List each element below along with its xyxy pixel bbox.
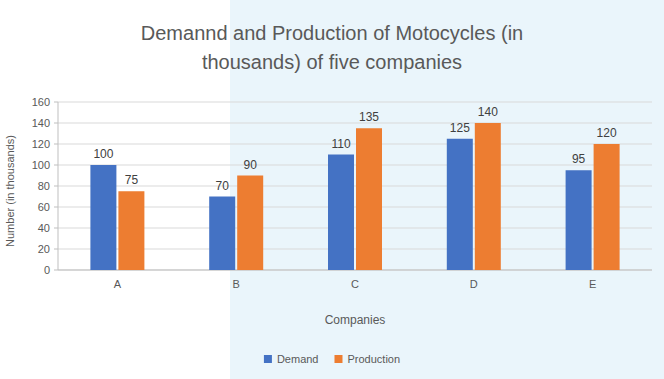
y-tick xyxy=(54,186,58,187)
x-tick-label: C xyxy=(351,278,359,290)
x-tick-label: A xyxy=(114,278,122,290)
x-axis xyxy=(58,270,652,271)
background xyxy=(0,0,664,379)
data-label: 75 xyxy=(125,173,139,187)
title-line: Demannd and Production of Motocycles (in xyxy=(141,22,523,44)
y-tick-label: 100 xyxy=(32,159,50,171)
grid-line xyxy=(58,270,652,271)
bar xyxy=(475,123,501,270)
y-tick xyxy=(54,249,58,250)
bar xyxy=(447,139,473,270)
data-label: 120 xyxy=(597,126,617,140)
bar xyxy=(356,128,382,270)
legend-swatch xyxy=(334,355,342,363)
y-tick-label: 60 xyxy=(38,201,50,213)
grid-line xyxy=(58,123,652,124)
bar xyxy=(209,197,235,271)
bar xyxy=(237,176,263,271)
bars xyxy=(90,123,619,270)
title: Demannd and Production of Motocycles (in… xyxy=(141,22,523,73)
data-label: 70 xyxy=(216,179,230,193)
y-tick xyxy=(54,207,58,208)
y-tick xyxy=(54,144,58,145)
y-axis xyxy=(58,102,59,270)
data-label: 135 xyxy=(359,110,379,124)
y-tick-label: 40 xyxy=(38,222,50,234)
grid-line xyxy=(58,228,652,229)
data-label: 90 xyxy=(244,158,258,172)
y-tick xyxy=(54,228,58,229)
legend-label: Demand xyxy=(277,353,319,365)
y-tick xyxy=(54,270,58,271)
data-label: 110 xyxy=(331,137,350,151)
grid-line xyxy=(58,165,652,166)
y-tick-label: 140 xyxy=(32,117,50,129)
y-tick-label: 20 xyxy=(38,243,50,255)
data-labels: 100 70 110 125 95 75 90 135 140 120 xyxy=(93,105,617,193)
data-label: 140 xyxy=(478,105,498,119)
bar xyxy=(594,144,620,270)
chart: Demannd and Production of Motocycles (in… xyxy=(0,0,664,379)
y-tick-label: 80 xyxy=(38,180,50,192)
y-axis-label: Number (in thousands) xyxy=(4,135,16,247)
legend: Demand Production xyxy=(264,353,400,365)
legend-label: Production xyxy=(347,353,400,365)
bar xyxy=(328,155,354,271)
x-tick-label: D xyxy=(470,278,478,290)
data-label: 100 xyxy=(93,147,113,161)
y-tick xyxy=(54,102,58,103)
data-label: 125 xyxy=(450,121,470,135)
x-tick-label: E xyxy=(589,278,596,290)
grid-line xyxy=(58,144,652,145)
y-tick xyxy=(54,123,58,124)
bar xyxy=(90,165,116,270)
y-tick-label: 120 xyxy=(32,138,50,150)
title-line: thousands) of five companies xyxy=(202,51,462,73)
bar xyxy=(566,170,592,270)
x-tick-label: B xyxy=(233,278,240,290)
legend-swatch xyxy=(264,355,272,363)
grid-line xyxy=(58,249,652,250)
y-tick-label: 160 xyxy=(32,96,50,108)
grid-line xyxy=(58,102,652,103)
y-tick xyxy=(54,165,58,166)
y-tick-label: 0 xyxy=(44,264,50,276)
grid-line xyxy=(58,186,652,187)
data-label: 95 xyxy=(572,152,586,166)
x-axis-label: Companies xyxy=(325,313,386,327)
grid-line xyxy=(58,207,652,208)
bar xyxy=(118,191,144,270)
